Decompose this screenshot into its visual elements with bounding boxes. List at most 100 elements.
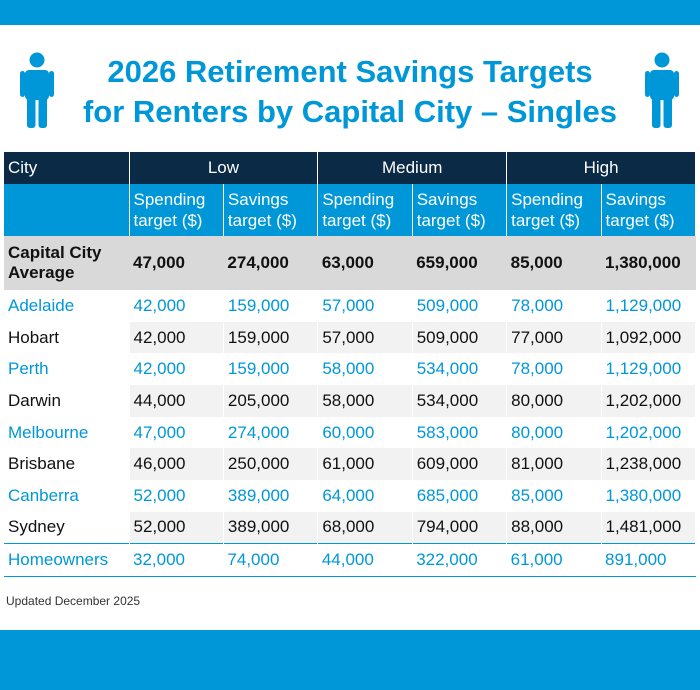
table-cell: 44,000 <box>129 385 224 417</box>
table-cell: 794,000 <box>412 511 508 544</box>
capital-city-average-row: Capital City Average 47,000 274,000 63,00… <box>4 236 696 290</box>
table-cell: 77,000 <box>506 321 602 354</box>
table-cell: 509,000 <box>412 290 508 322</box>
table-cell: 534,000 <box>412 385 508 417</box>
table-cell: 1,129,000 <box>601 353 697 386</box>
table-cell: 78,000 <box>506 353 602 386</box>
table-cell: 250,000 <box>223 448 319 481</box>
table-cell: 583,000 <box>412 416 508 449</box>
table-cell: 46,000 <box>129 448 224 481</box>
group-header-high: High <box>506 152 696 184</box>
table-cell: 57,000 <box>317 290 413 322</box>
table-cell: 42,000 <box>129 290 224 322</box>
table-cell: 159,000 <box>223 290 319 322</box>
city-name: Brisbane <box>4 448 130 481</box>
table-cell: 52,000 <box>129 480 224 512</box>
subheader-blank <box>4 184 130 236</box>
table-row: Melbourne 47,000 274,000 60,000 583,000 … <box>4 416 697 449</box>
city-name: Melbourne <box>4 416 130 449</box>
table-cell: 81,000 <box>506 448 602 481</box>
table-cell: 47,000 <box>129 416 224 449</box>
table-cell: 1,202,000 <box>601 416 697 449</box>
subheader-row: Spending target ($) Savings target ($) Spe… <box>4 184 697 236</box>
table-cell: 61,000 <box>317 448 413 481</box>
table-cell: 88,000 <box>506 511 602 544</box>
table-cell: 64,000 <box>317 480 413 512</box>
table-cell: 80,000 <box>506 416 602 449</box>
subheader-low-savings: Savings target ($) <box>223 184 319 236</box>
table-row: Canberra 52,000 389,000 64,000 685,000 8… <box>4 480 697 512</box>
table-cell: 42,000 <box>129 353 224 386</box>
table-cell: 32,000 <box>129 543 224 577</box>
table-cell: 58,000 <box>317 353 413 386</box>
group-header-low: Low <box>129 152 319 184</box>
average-label: Capital City Average <box>4 236 129 290</box>
table-cell: 42,000 <box>129 321 224 354</box>
city-name: Sydney <box>4 511 130 544</box>
homeowners-row: Homeowners 32,000 74,000 44,000 322,000 … <box>4 543 696 577</box>
table-row: Darwin 44,000 205,000 58,000 534,000 80,… <box>4 385 697 417</box>
table-row: Sydney 52,000 389,000 68,000 794,000 88,… <box>4 511 697 544</box>
savings-targets-table: City Low Medium High Spending target ($) … <box>4 152 697 577</box>
table-cell: 47,000 <box>129 236 224 290</box>
table-cell: 63,000 <box>317 236 413 290</box>
table-cell: 1,238,000 <box>601 448 697 481</box>
table-cell: 685,000 <box>412 480 508 512</box>
group-header-row: City Low Medium High <box>4 152 696 184</box>
table-cell: 85,000 <box>506 236 602 290</box>
table-cell: 389,000 <box>223 480 319 512</box>
table-cell: 80,000 <box>506 385 602 417</box>
person-icon <box>645 52 679 128</box>
table-cell: 205,000 <box>223 385 319 417</box>
table-cell: 534,000 <box>412 353 508 386</box>
table-cell: 659,000 <box>412 236 507 290</box>
table-cell: 52,000 <box>129 511 224 544</box>
subheader-high-savings: Savings target ($) <box>601 184 697 236</box>
person-icon <box>20 52 54 128</box>
table-cell: 1,380,000 <box>601 236 696 290</box>
table-cell: 322,000 <box>412 543 507 577</box>
table-cell: 57,000 <box>317 321 413 354</box>
city-name: Perth <box>4 353 130 386</box>
subheader-low-spending: Spending target ($) <box>129 184 224 236</box>
table-cell: 68,000 <box>317 511 413 544</box>
table-cell: 1,092,000 <box>601 321 697 354</box>
table-cell: 85,000 <box>506 480 602 512</box>
table-cell: 1,202,000 <box>601 385 697 417</box>
table-cell: 891,000 <box>601 543 696 577</box>
city-name: Adelaide <box>4 290 130 322</box>
table-cell: 1,380,000 <box>601 480 697 512</box>
subheader-high-spending: Spending target ($) <box>506 184 602 236</box>
bottom-accent-bar <box>0 630 700 690</box>
table-row: Brisbane 46,000 250,000 61,000 609,000 8… <box>4 448 697 481</box>
table-cell: 1,129,000 <box>601 290 697 322</box>
table-cell: 274,000 <box>223 236 318 290</box>
city-column-header: City <box>4 152 130 184</box>
table-cell: 78,000 <box>506 290 602 322</box>
top-accent-bar <box>0 0 700 25</box>
city-name: Canberra <box>4 480 130 512</box>
table-cell: 74,000 <box>223 543 318 577</box>
subheader-medium-savings: Savings target ($) <box>412 184 508 236</box>
table-cell: 159,000 <box>223 321 319 354</box>
subheader-medium-spending: Spending target ($) <box>317 184 413 236</box>
table-cell: 274,000 <box>223 416 319 449</box>
title-line-1: 2026 Retirement Savings Targets <box>107 54 593 89</box>
group-header-medium: Medium <box>317 152 508 184</box>
city-name: Hobart <box>4 321 130 354</box>
table-row: Adelaide 42,000 159,000 57,000 509,000 7… <box>4 290 697 322</box>
table-cell: 1,481,000 <box>601 511 697 544</box>
table-cell: 60,000 <box>317 416 413 449</box>
homeowners-label: Homeowners <box>4 543 129 577</box>
title-line-2: for Renters by Capital City – Singles <box>82 94 618 129</box>
table-cell: 389,000 <box>223 511 319 544</box>
table-cell: 159,000 <box>223 353 319 386</box>
table-cell: 44,000 <box>317 543 413 577</box>
city-name: Darwin <box>4 385 130 417</box>
table-cell: 609,000 <box>412 448 508 481</box>
table-row: Hobart 42,000 159,000 57,000 509,000 77,… <box>4 321 697 354</box>
table-cell: 509,000 <box>412 321 508 354</box>
updated-footnote: Updated December 2025 <box>6 594 141 608</box>
table-row: Perth 42,000 159,000 58,000 534,000 78,0… <box>4 353 697 386</box>
table-cell: 58,000 <box>317 385 413 417</box>
